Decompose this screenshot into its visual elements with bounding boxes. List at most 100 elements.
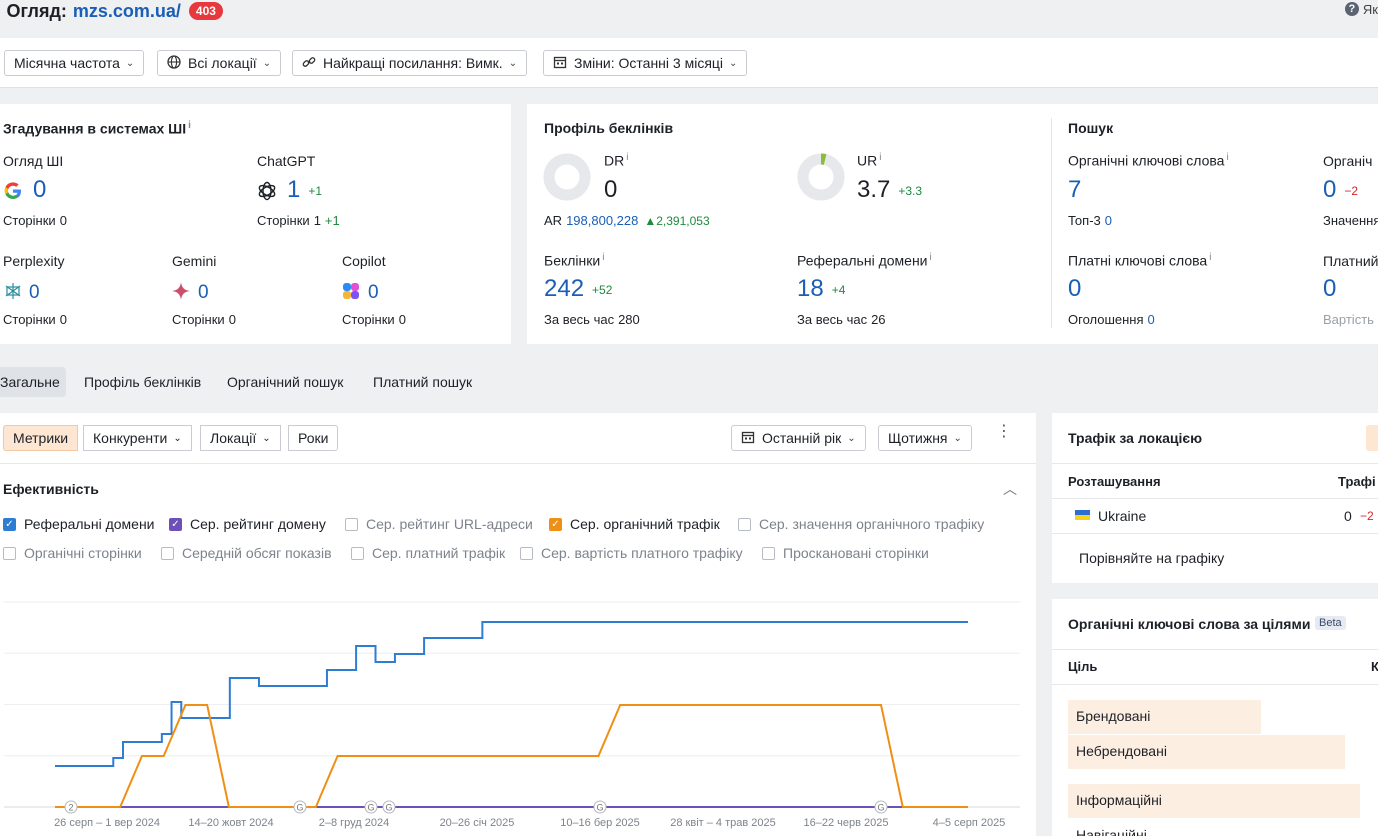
col-goal: Ціль <box>1068 659 1098 674</box>
segment-metrics[interactable]: Метрики <box>3 425 79 451</box>
info-icon[interactable]: i <box>879 152 882 163</box>
event-marker[interactable]: G <box>874 800 888 814</box>
help-label: Як <box>1362 1 1378 17</box>
checkbox-organic-pages[interactable]: Органічні сторінки <box>3 545 142 561</box>
interval-dropdown[interactable]: Щотижня ⌄ <box>878 425 972 451</box>
intent-row[interactable]: Навігаційні <box>1068 819 1378 836</box>
frequency-dropdown[interactable]: Місячна частота ⌄ <box>4 50 145 76</box>
tab-general[interactable]: Загальне <box>0 367 66 397</box>
x-tick-label: 2–8 груд 2024 <box>319 817 390 829</box>
x-tick-label: 4–5 серп 2025 <box>933 817 1006 829</box>
ar-row: AR 198,800,228 ▲2,391,053 <box>544 213 710 228</box>
col-k: К <box>1371 659 1378 674</box>
tab-organic-search[interactable]: Органічний пошук <box>227 374 344 390</box>
ur-label: UR i <box>857 152 882 169</box>
tab-paid-search[interactable]: Платний пошук <box>373 374 473 390</box>
intent-row[interactable]: Небрендовані <box>1068 735 1378 769</box>
backlinks-label: Беклінки i <box>544 252 605 269</box>
svg-text:G: G <box>596 803 603 813</box>
gemini-value[interactable]: 0 <box>198 282 209 303</box>
x-tick-label: 20–26 січ 2025 <box>440 817 515 829</box>
performance-chart[interactable]: 2 G G G G G 26 серп – 1 вер 2024 14–20 жовт 20… <box>0 590 1030 836</box>
changes-dropdown[interactable]: Зміни: Останні 3 місяці ⌄ <box>543 50 748 76</box>
checkbox-icon: ✓ <box>549 517 562 531</box>
copilot-value[interactable]: 0 <box>368 282 379 303</box>
perplexity-value[interactable]: 0 <box>29 282 40 303</box>
event-marker[interactable]: G <box>364 800 378 814</box>
info-icon[interactable]: i <box>626 152 629 163</box>
period-dropdown[interactable]: Останній рік ⌄ <box>731 425 866 451</box>
event-marker[interactable]: 2 <box>64 800 78 814</box>
organic-traffic-value[interactable]: 0 −2 <box>1323 176 1359 203</box>
intent-bar <box>1068 735 1345 769</box>
checkbox-paid-traffic[interactable]: Сер. платний трафік <box>351 545 505 561</box>
domain-link[interactable]: mzs.com.ua/ <box>72 0 181 21</box>
checkbox-organic-traffic[interactable]: ✓ Сер. органічний трафік <box>549 516 720 532</box>
location-name[interactable]: Ukraine <box>1098 508 1147 524</box>
checkbox-paid-cost[interactable]: Сер. вартість платного трафіку <box>520 545 743 561</box>
chevron-down-icon: ⌄ <box>262 57 272 69</box>
chevron-down-icon: ⌄ <box>173 432 182 444</box>
best-links-dropdown[interactable]: Найкращі посилання: Вимк. ⌄ <box>292 50 528 76</box>
series-line-0 <box>55 621 968 767</box>
checkbox-icon <box>351 546 364 560</box>
divider <box>1052 463 1378 464</box>
paid-traffic-value[interactable]: 0 <box>1323 275 1337 302</box>
checkbox-avg-ur[interactable]: Сер. рейтинг URL-адреси <box>345 516 533 532</box>
ukraine-flag-icon <box>1075 510 1090 520</box>
intent-row[interactable]: Інформаційні <box>1068 784 1378 818</box>
intent-row[interactable]: Брендовані <box>1068 700 1378 734</box>
organic-kw-value[interactable]: 7 <box>1068 176 1082 203</box>
segment-competitors[interactable]: Конкуренти ⌄ <box>83 425 192 451</box>
info-icon[interactable]: i <box>188 120 191 131</box>
locations-label: Всі локації <box>188 55 257 71</box>
compare-chart-link[interactable]: Порівняйте на графіку <box>1079 550 1225 566</box>
checkbox-icon: ✓ <box>3 517 16 531</box>
more-vertical-icon[interactable]: ⋮ <box>996 423 1012 440</box>
chatgpt-value[interactable]: 1 +1 <box>287 176 323 203</box>
divider <box>0 463 1036 464</box>
x-tick-label: 16–22 черв 2025 <box>804 817 889 829</box>
ref-domains-label: Реферальні домени i <box>797 252 932 269</box>
perplexity-label: Perplexity <box>3 253 65 269</box>
location-panel-title: Трафік за локацією <box>1068 430 1203 446</box>
segment-years[interactable]: Роки <box>288 425 339 451</box>
status-badge: 403 <box>188 2 223 20</box>
col-traffic: Трафі <box>1338 474 1376 489</box>
tab-backlink-profile[interactable]: Профіль беклінків <box>84 374 202 390</box>
segment-locations[interactable]: Локації ⌄ <box>200 425 281 451</box>
checkbox-avg-dr[interactable]: ✓ Сер. рейтинг домену <box>169 516 326 532</box>
paid-traffic-sub: Вартість <box>1323 312 1374 327</box>
info-icon[interactable]: i <box>929 252 932 263</box>
panel-toggle[interactable] <box>1366 425 1378 451</box>
location-traffic-panel: Трафік за локацією Розташування Трафі Uk… <box>1052 413 1378 583</box>
checkbox-organic-value[interactable]: Сер. значення органічного трафіку <box>738 516 984 532</box>
event-marker[interactable]: G <box>593 800 607 814</box>
checkbox-icon <box>161 546 174 560</box>
card-divider <box>1051 118 1052 328</box>
locations-dropdown[interactable]: Всі локації ⌄ <box>157 50 282 76</box>
info-icon[interactable]: i <box>1226 152 1229 163</box>
x-tick-label: 28 квіт – 4 трав 2025 <box>670 817 775 829</box>
checkbox-crawled-pages[interactable]: Проскановані сторінки <box>762 545 929 561</box>
event-marker[interactable]: G <box>293 800 307 814</box>
event-marker[interactable]: G <box>382 800 396 814</box>
best-links-label: Найкращі посилання: Вимк. <box>323 55 503 71</box>
filter-bar: Місячна частота ⌄ Всі локації ⌄ Найкращі п… <box>0 38 1378 88</box>
divider <box>1052 533 1378 534</box>
ai-overview-value[interactable]: 0 <box>33 176 47 203</box>
checkbox-ref-domains[interactable]: ✓ Реферальні домени <box>3 516 155 532</box>
chevron-down-icon: ⌄ <box>729 57 738 69</box>
collapse-chevron-icon[interactable]: ︿ <box>1003 481 1017 497</box>
checkbox-impressions[interactable]: Середній обсяг показів <box>161 545 332 561</box>
chevron-down-icon: ⌄ <box>125 57 135 69</box>
paid-kw-value[interactable]: 0 <box>1068 275 1082 302</box>
info-icon[interactable]: i <box>1209 252 1212 263</box>
location-delta: −2 <box>1360 509 1374 523</box>
info-icon[interactable]: i <box>602 252 605 263</box>
help-link[interactable]: ? Як <box>1344 0 1378 18</box>
google-icon <box>2 180 24 202</box>
backlinks-value[interactable]: 242 +52 <box>544 275 613 302</box>
ref-domains-value[interactable]: 18 +4 <box>797 275 846 302</box>
intent-bar <box>1068 784 1360 818</box>
